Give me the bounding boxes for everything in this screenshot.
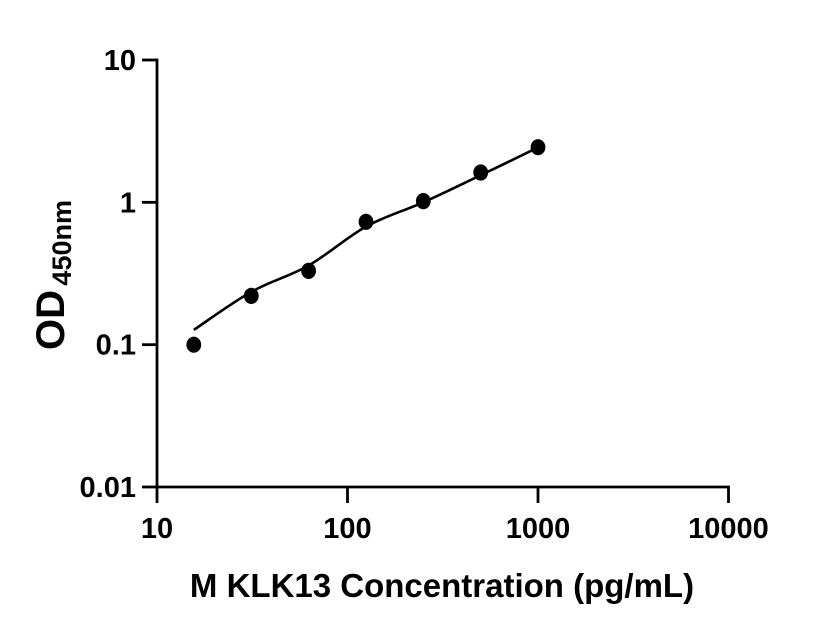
y-tick-label: 0.1 — [96, 330, 136, 362]
y-tick-label: 1 — [120, 187, 136, 219]
y-axis-title: OD 450nm — [29, 200, 77, 350]
data-point — [358, 213, 374, 230]
data-point — [415, 193, 431, 210]
y-tick-label: 10 — [104, 45, 136, 77]
y-axis-title-subscript: 450nm — [47, 200, 77, 286]
data-point — [186, 336, 202, 353]
x-tick-label: 10 — [141, 513, 173, 545]
data-point — [530, 139, 546, 156]
y-axis-title-main: OD — [29, 290, 73, 350]
data-series — [186, 139, 546, 353]
data-point — [473, 164, 489, 181]
axis-ticks: 10 100 1000 10000 10 1 0.1 0.01 — [80, 45, 769, 545]
x-axis-title: M KLK13 Concentration (pg/mL) — [190, 567, 694, 604]
x-tick-label: 100 — [323, 513, 371, 545]
x-tick-label: 10000 — [688, 513, 769, 545]
data-point — [243, 287, 259, 304]
x-tick-label: 1000 — [506, 513, 571, 545]
data-point — [301, 262, 316, 279]
y-tick-label: 0.01 — [80, 472, 136, 504]
